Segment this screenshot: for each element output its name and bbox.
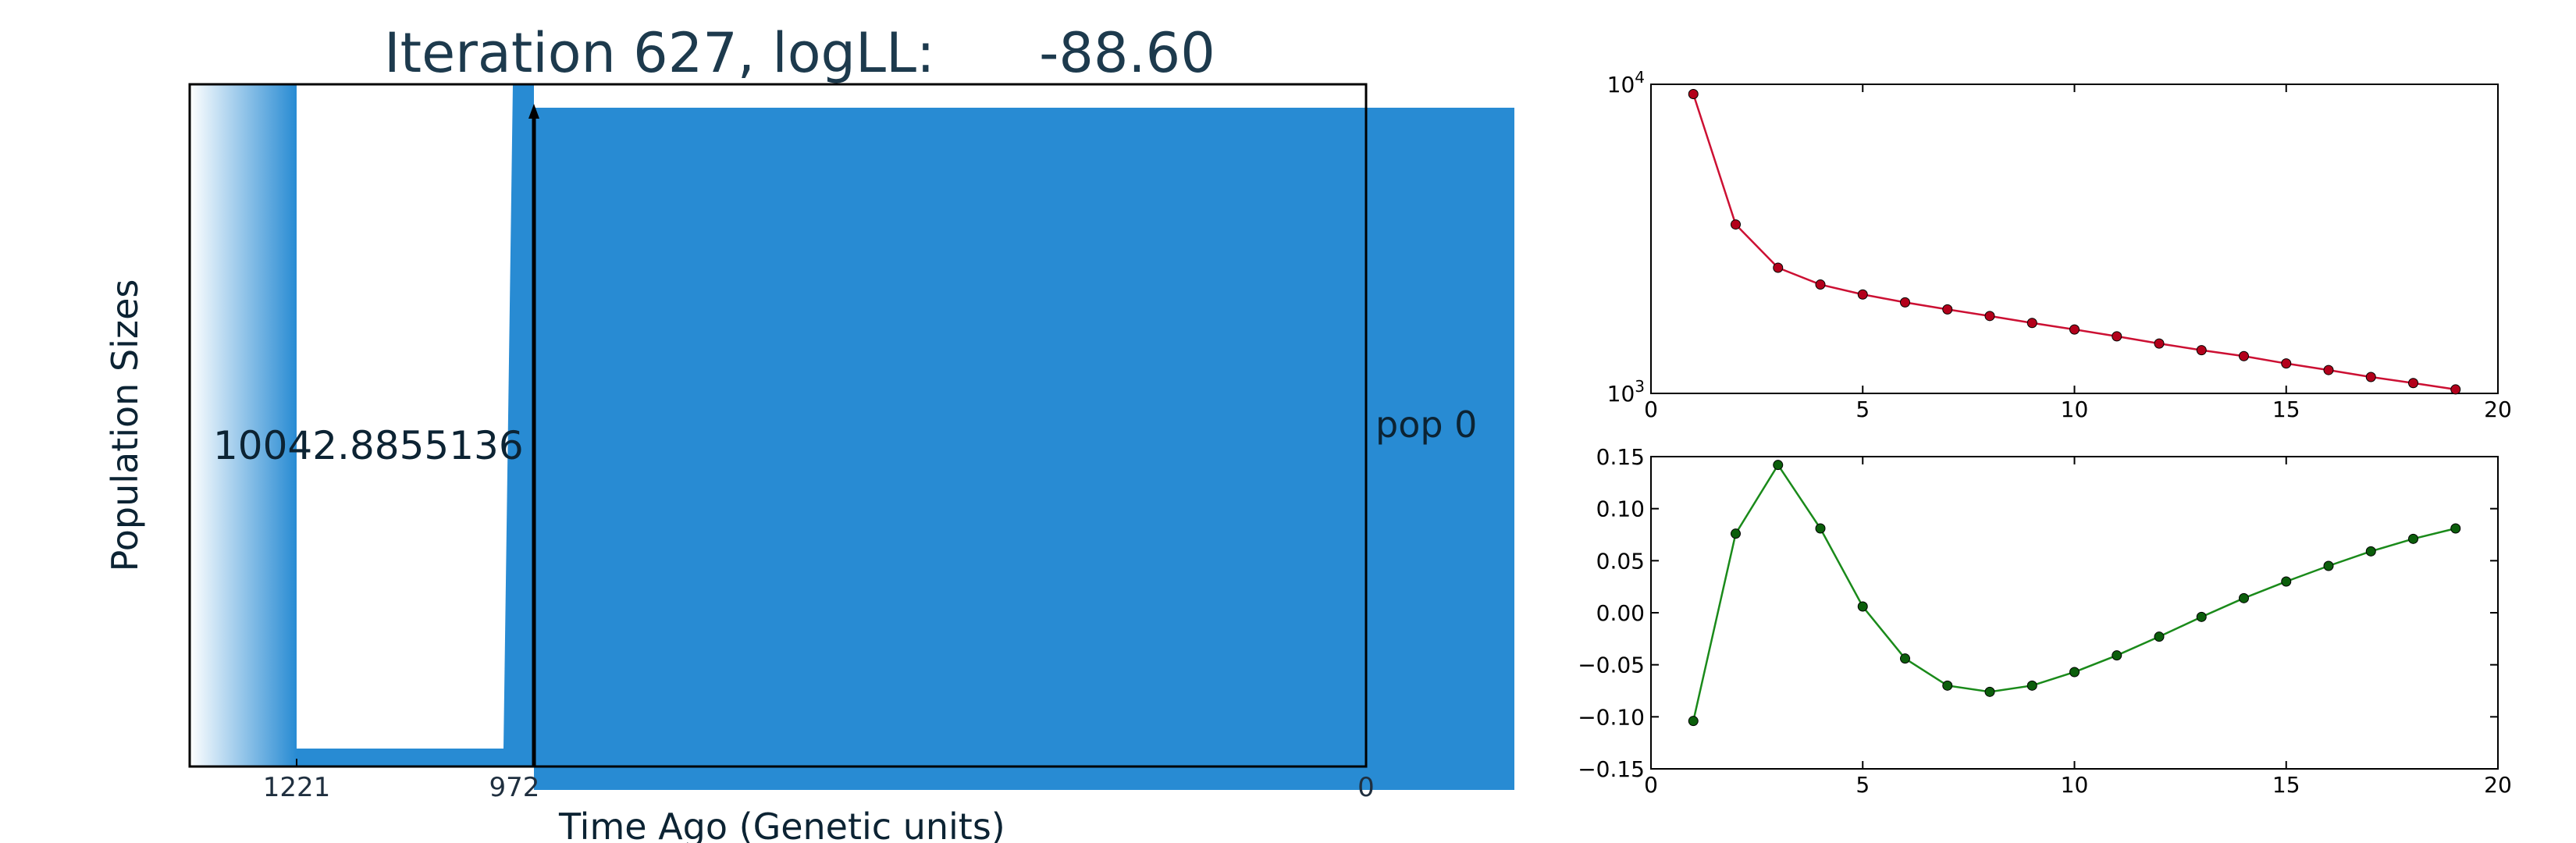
derivative-point	[2239, 592, 2249, 603]
derivative-frame	[1650, 456, 2499, 770]
likelihood-point	[1731, 219, 1741, 230]
x-tick-label-0: 0	[1357, 772, 1375, 803]
top-x-tick-label: 10	[2061, 397, 2089, 422]
pop-growth-edge	[503, 84, 534, 767]
derivative-point	[2408, 533, 2418, 544]
likelihood-point	[1984, 311, 1995, 322]
bottom-y-tick-label: −0.15	[1578, 756, 1645, 782]
likelihood-point	[2365, 372, 2376, 382]
top-x-tick-label: 0	[1644, 397, 1658, 422]
derivative-point	[1773, 460, 1784, 471]
bottom-y-tick-label: 0.05	[1596, 548, 1645, 574]
derivative-point	[2069, 667, 2080, 678]
derivative-point	[2196, 611, 2207, 622]
derivative-point	[1942, 680, 1953, 691]
likelihood-frame	[1650, 84, 2499, 394]
bottom-x-tick-label: 10	[2061, 772, 2089, 798]
derivative-point	[2281, 576, 2292, 587]
likelihood-point	[2069, 324, 2080, 335]
population-chart: Iteration 627, logLL: -88.60 1221 972 0 …	[104, 21, 1514, 843]
plot-frame	[188, 83, 1368, 768]
derivative-series-line	[1692, 463, 2457, 721]
top-x-tick-label: 5	[1856, 397, 1870, 422]
likelihood-point	[1688, 88, 1699, 99]
x-tick-label-1221: 1221	[263, 772, 331, 803]
x-tick-label-972: 972	[489, 772, 540, 803]
likelihood-point	[2026, 318, 2037, 329]
likelihood-point	[2154, 338, 2165, 349]
likelihood-point	[2408, 378, 2418, 389]
derivative-point	[1984, 686, 1995, 697]
likelihood-point	[1815, 279, 1826, 290]
derivative-point	[1857, 601, 1868, 612]
derivative-point	[2154, 631, 2165, 642]
derivative-point	[2112, 650, 2122, 661]
top-y-tick-label: 104	[1607, 68, 1645, 98]
top-x-tick-label: 15	[2272, 397, 2300, 422]
derivative-chart: 0 5 10 15 20 0.15 0.10 0.05 0.00 −0.05 −0.10 −0.15	[1578, 444, 2512, 798]
likelihood-point	[2281, 358, 2292, 369]
y-axis-label: Population Sizes	[104, 279, 146, 572]
derivative-point	[2450, 523, 2461, 534]
bottom-x-tick-label: 15	[2272, 772, 2300, 798]
derivative-point	[1731, 528, 1741, 539]
chart-title: Iteration 627, logLL: -88.60	[384, 21, 1215, 85]
likelihood-series-line	[1692, 94, 2456, 391]
bottom-y-tick-label: −0.05	[1578, 653, 1645, 678]
likelihood-point	[2323, 365, 2334, 375]
bottom-y-tick-label: −0.10	[1578, 704, 1645, 730]
bottom-x-tick-label: 0	[1644, 772, 1658, 798]
likelihood-point	[1857, 289, 1868, 300]
top-x-tick-label: 20	[2484, 397, 2512, 422]
likelihood-point	[1900, 297, 1910, 308]
likelihood-point	[2196, 345, 2207, 356]
bottom-x-tick-label: 20	[2484, 772, 2512, 798]
derivative-point	[1688, 716, 1699, 727]
x-axis-label: Time Ago (Genetic units)	[558, 806, 1005, 843]
derivative-point	[2026, 680, 2037, 691]
time-arrow-head	[528, 104, 539, 119]
likelihood-chart: 0 5 10 15 20 104 103	[1607, 68, 2512, 422]
likelihood-point	[1773, 262, 1784, 273]
derivative-point	[2323, 560, 2334, 571]
derivative-point	[2365, 546, 2376, 557]
pop-main-block	[534, 108, 1514, 790]
pop-bottleneck-band	[297, 749, 506, 767]
bottom-y-tick-label: 0.00	[1596, 600, 1645, 626]
top-y-tick-label: 103	[1607, 377, 1645, 407]
derivative-point	[1815, 523, 1826, 534]
population-name-label: pop 0	[1375, 404, 1477, 446]
bottom-y-tick-label: 0.10	[1596, 496, 1645, 522]
likelihood-point	[1942, 304, 1953, 315]
derivative-point	[1900, 653, 1910, 664]
likelihood-point	[2239, 350, 2249, 361]
bottom-x-tick-label: 5	[1856, 772, 1870, 798]
likelihood-point	[2112, 331, 2122, 342]
population-size-label: 10042.8855136	[213, 423, 524, 468]
likelihood-point	[2450, 384, 2461, 395]
pop-gradient-band	[190, 84, 297, 767]
bottom-y-tick-label: 0.15	[1596, 444, 1645, 470]
